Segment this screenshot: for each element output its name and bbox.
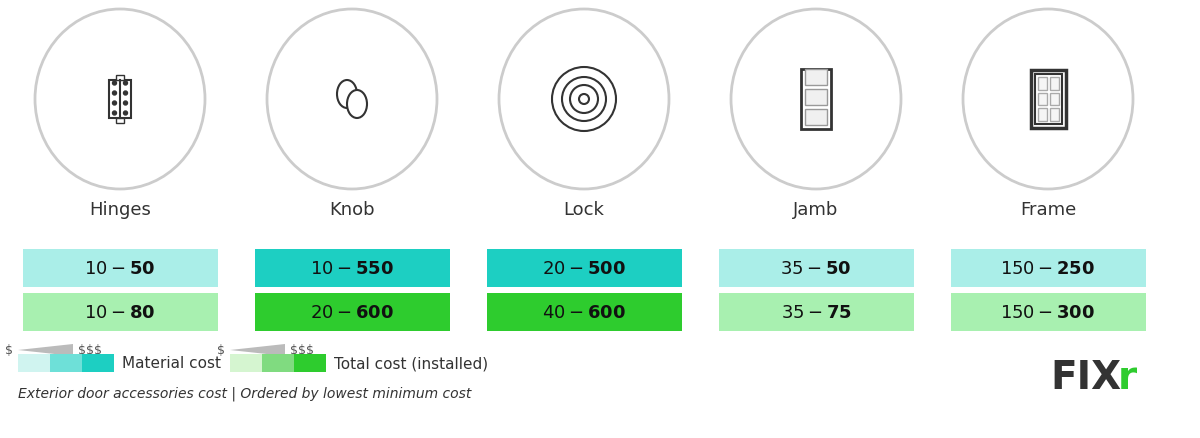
Bar — [1034, 75, 1062, 125]
Circle shape — [124, 112, 127, 116]
Bar — [109, 81, 131, 119]
Text: $40 - $600: $40 - $600 — [542, 303, 626, 321]
Polygon shape — [230, 344, 286, 356]
Text: $$$: $$$ — [78, 344, 102, 357]
Text: Total cost (installed): Total cost (installed) — [334, 356, 488, 371]
Text: $10 - $50: $10 - $50 — [84, 259, 156, 277]
Bar — [116, 76, 124, 81]
Ellipse shape — [499, 10, 670, 190]
Text: $: $ — [217, 344, 226, 357]
Bar — [1050, 78, 1058, 91]
Text: $20 - $600: $20 - $600 — [310, 303, 394, 321]
Bar — [950, 249, 1146, 287]
Bar — [1050, 93, 1058, 106]
Text: Knob: Knob — [329, 201, 374, 219]
Text: Material cost: Material cost — [122, 356, 221, 371]
Text: $20 - $500: $20 - $500 — [542, 259, 626, 277]
Bar — [486, 249, 682, 287]
Ellipse shape — [964, 10, 1133, 190]
Bar — [82, 354, 114, 372]
Text: r: r — [1118, 358, 1138, 396]
Bar — [50, 354, 82, 372]
Bar — [719, 249, 913, 287]
Bar — [23, 249, 217, 287]
Circle shape — [113, 112, 116, 116]
Ellipse shape — [731, 10, 901, 190]
Text: $35 - $75: $35 - $75 — [781, 303, 851, 321]
Text: $150 - $250: $150 - $250 — [1001, 259, 1096, 277]
Bar — [254, 293, 450, 331]
Bar — [805, 110, 827, 126]
Text: FIX: FIX — [1050, 358, 1121, 396]
Ellipse shape — [266, 10, 437, 190]
Bar — [116, 119, 124, 124]
Text: $$$: $$$ — [290, 344, 314, 357]
Text: Exterior door accessories cost | Ordered by lowest minimum cost: Exterior door accessories cost | Ordered… — [18, 386, 472, 401]
Bar — [1038, 109, 1046, 122]
Bar — [486, 293, 682, 331]
Circle shape — [113, 102, 116, 106]
Text: Lock: Lock — [564, 201, 605, 219]
Text: Frame: Frame — [1020, 201, 1076, 219]
Bar — [1031, 71, 1066, 129]
Ellipse shape — [337, 81, 358, 109]
Bar — [262, 354, 294, 372]
Bar — [802, 70, 830, 130]
Text: $: $ — [5, 344, 13, 357]
Circle shape — [124, 92, 127, 96]
Bar — [23, 293, 217, 331]
Circle shape — [124, 82, 127, 86]
Text: $10 - $550: $10 - $550 — [310, 259, 394, 277]
Polygon shape — [18, 344, 73, 356]
Ellipse shape — [35, 10, 205, 190]
Bar — [1038, 78, 1046, 91]
Bar — [1050, 109, 1058, 122]
Bar — [1038, 93, 1046, 106]
Text: $35 - $50: $35 - $50 — [780, 259, 852, 277]
Text: $150 - $300: $150 - $300 — [1001, 303, 1096, 321]
Circle shape — [113, 82, 116, 86]
Bar — [230, 354, 262, 372]
Text: Hinges: Hinges — [89, 201, 151, 219]
Ellipse shape — [347, 91, 367, 119]
Text: $10 - $80: $10 - $80 — [84, 303, 156, 321]
Bar — [719, 293, 913, 331]
Bar — [805, 70, 827, 86]
Bar — [950, 293, 1146, 331]
Bar — [805, 90, 827, 106]
Circle shape — [124, 102, 127, 106]
Text: Jamb: Jamb — [793, 201, 839, 219]
Bar — [294, 354, 326, 372]
Bar — [254, 249, 450, 287]
Bar — [18, 354, 50, 372]
Circle shape — [113, 92, 116, 96]
